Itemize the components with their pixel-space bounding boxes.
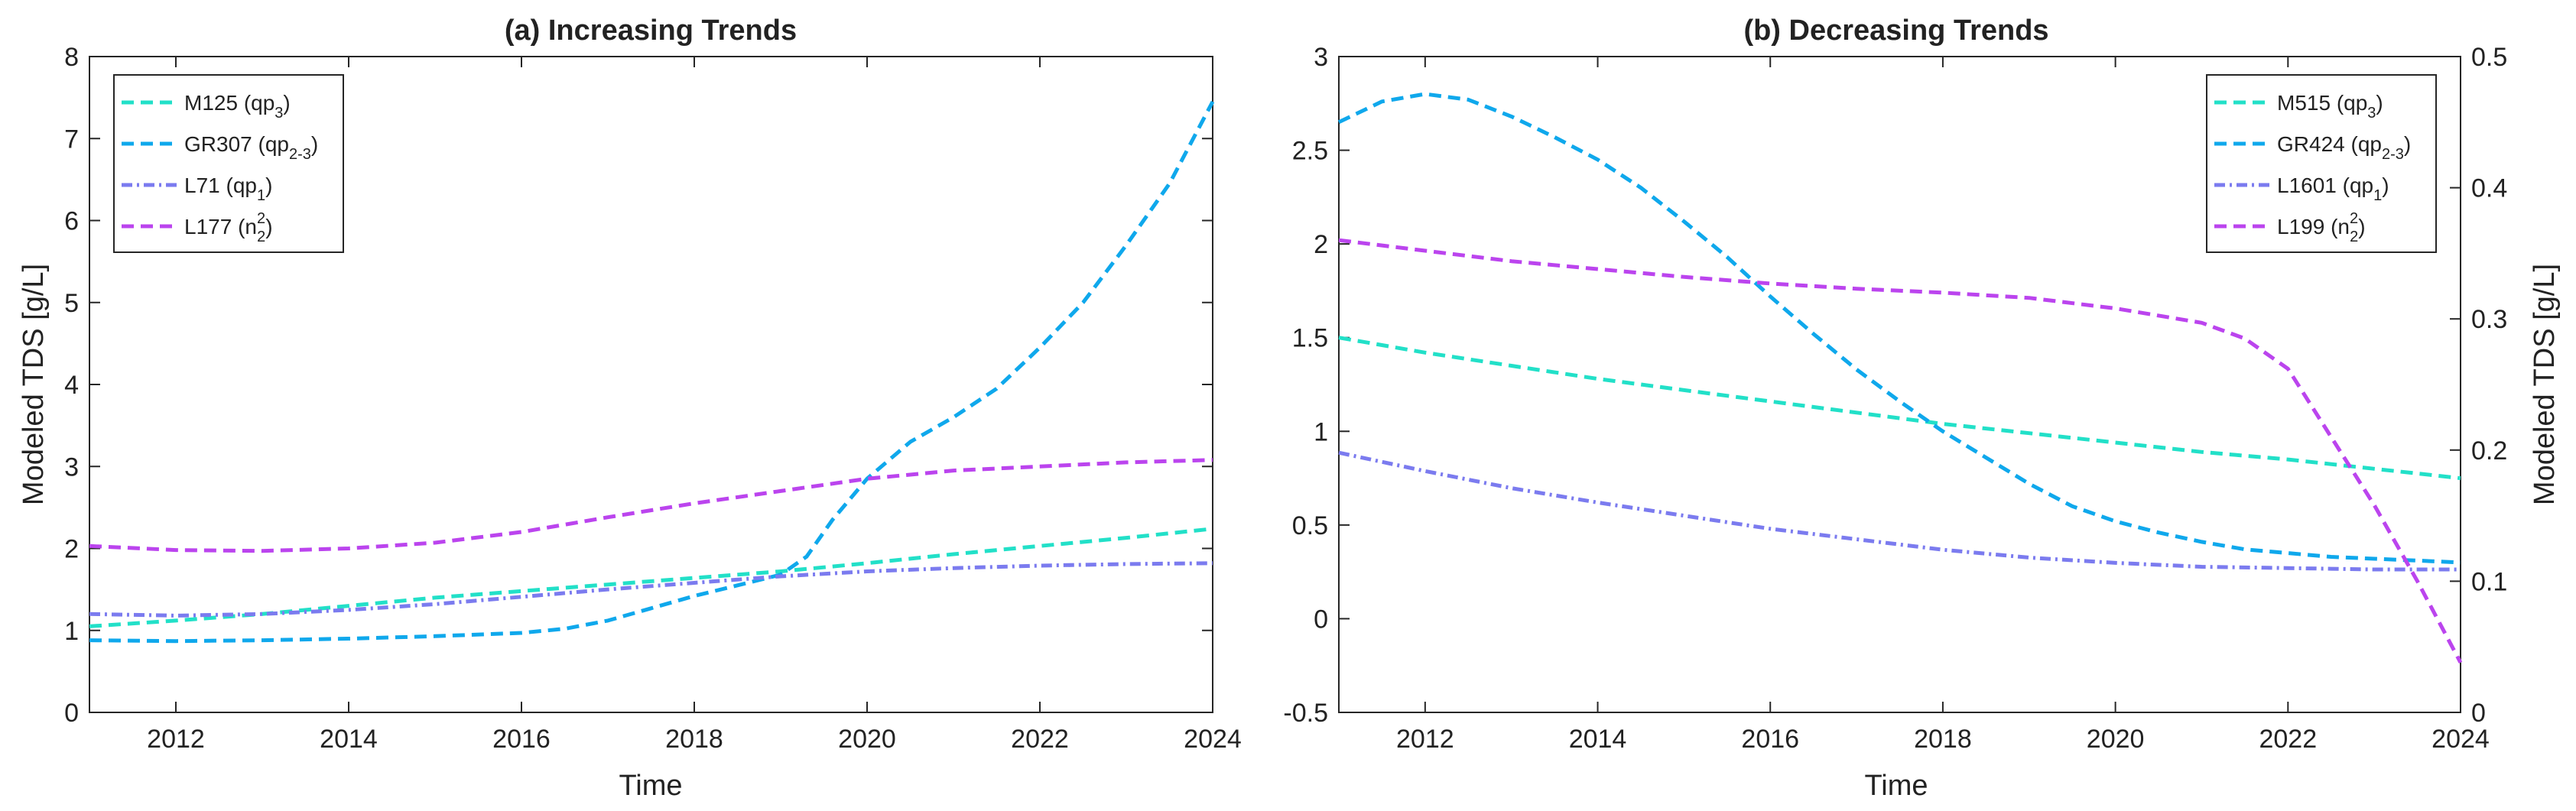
panel-a-x-tick-label: 2022 [1011,725,1069,754]
panel-a-legend-label: GR307 (qp2-3) [184,132,318,163]
panel-b-x-ticks: 2012 2014 2016 2018 2020 2022 2024 [1396,57,2490,754]
panel-b-left-y-ticks: -0.5 0 0.5 1 1.5 2 2.5 3 [1283,43,1350,728]
panel-a-x-tick-label: 2024 [1184,725,1242,754]
panel-b-y-tick-label: 2 [1314,230,1328,259]
panel-a-x-tick-label: 2018 [665,725,723,754]
panel-a-y-tick-label: 1 [64,617,79,646]
panel-b-series-line-4 [1338,238,2463,663]
panel-a-x-tick-label: 2014 [320,725,378,754]
panel-a-y-tick-label: 8 [64,43,79,72]
panel-a-x-label: Time [619,770,682,802]
panel-b-y-tick-label: 0 [1314,605,1328,634]
panel-b-x-tick-label: 2016 [1741,725,1799,754]
panel-b-title: (b) Decreasing Trends [1743,15,2048,47]
panel-b-right-y-tick-label: 0.4 [2471,174,2507,203]
panel-a-y-label: Modeled TDS [g/L] [18,264,50,505]
panel-b-x-tick-label: 2012 [1396,725,1454,754]
panel-b-x-label: Time [1864,770,1928,802]
panel-a-legend-label: L177 (n2 2) [184,210,273,245]
panel-a-y-ticks: 0 1 2 3 4 5 6 7 8 [64,43,1213,728]
panel-b-legend-label: L199 (n2 2) [2277,210,2366,245]
panel-b-right-y-tick-label: 0.1 [2471,567,2507,596]
panel-b-x-tick-label: 2014 [1569,725,1627,754]
panel-b-right-y-tick-label: 0 [2471,699,2486,728]
panel-b-x-tick-label: 2022 [2259,725,2317,754]
panel-b-y-tick-label: 0.5 [1292,511,1328,540]
panel-b-decreasing-trends: (b) Decreasing Trends 2012 2014 2016 2018 20… [1283,15,2561,802]
panel-a-title: (a) Increasing Trends [505,15,797,47]
panel-a-y-tick-label: 0 [64,699,79,728]
panel-b-y-tick-label: 2.5 [1292,137,1328,166]
panel-b-right-y-tick-label: 0.5 [2471,43,2507,72]
panel-a-series-lines [89,100,1215,644]
panel-a-increasing-trends: (a) Increasing Trends 2012 2014 2016 2018 20… [18,15,1242,802]
panel-a-legend: M125 (qp3) GR307 (qp2-3) L71 (qp1) L177 (n2… [113,74,344,253]
panel-b-y-tick-label: 1 [1314,417,1328,446]
panel-a-legend-label: L71 (qp1) [184,174,272,204]
panel-a-legend-label: M125 (qp3) [184,91,291,122]
panel-b-legend-box [2206,74,2437,253]
panel-b-series-lines [1337,92,2463,663]
panel-a-x-tick-label: 2016 [492,725,551,754]
panel-b-y-tick-label: 1.5 [1292,324,1328,353]
panel-b-legend-label: L1601 (qp1) [2277,174,2389,204]
panel-a-x-ticks: 2012 2014 2016 2018 2020 2022 2024 [147,57,1242,754]
panel-b-x-tick-label: 2024 [2431,725,2490,754]
panel-a-x-tick-label: 2020 [838,725,896,754]
panel-b-series-line-1 [1338,336,2461,481]
panel-a-series-line-1 [89,527,1213,628]
panel-b-axes-box [1338,56,2461,713]
panel-b-x-tick-label: 2018 [1914,725,1972,754]
panel-a-legend-box [113,74,344,253]
panel-b-legend: M515 (qp3) GR424 (qp2-3) L1601 (qp1) L199 (… [2206,74,2437,253]
panel-b-y-tick-label: 3 [1314,43,1328,72]
panel-b-right-y-label: Modeled TDS [g/L] [2529,264,2561,505]
panel-b-legend-label: GR424 (qp2-3) [2277,132,2411,163]
panel-a-y-tick-label: 2 [64,535,79,564]
panel-b-y-tick-label: -0.5 [1283,699,1328,728]
panel-a-y-tick-label: 7 [64,125,79,154]
panel-b-right-y-tick-label: 0.3 [2471,305,2507,334]
panel-a-x-tick-label: 2012 [147,725,205,754]
panel-b-series-line-2 [1337,92,2461,565]
panel-a-y-tick-label: 6 [64,207,79,236]
panel-b-right-y-ticks: 0 0.1 0.2 0.3 0.4 0.5 [2450,43,2507,728]
panel-a-y-tick-label: 4 [64,371,79,400]
panel-a-y-tick-label: 3 [64,453,79,482]
panel-a-series-line-3 [89,561,1213,618]
panel-b-right-y-tick-label: 0.2 [2471,436,2507,466]
panel-a-series-line-4 [89,458,1213,553]
panel-b-x-tick-label: 2020 [2087,725,2145,754]
panel-a-y-tick-label: 5 [64,289,79,318]
panel-b-legend-label: M515 (qp3) [2277,91,2383,122]
